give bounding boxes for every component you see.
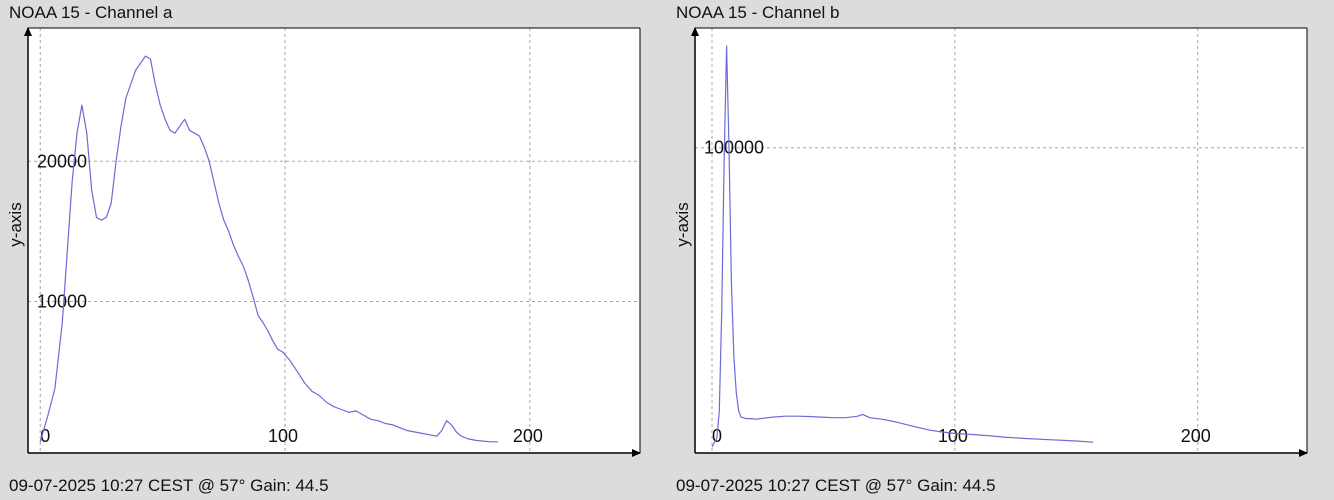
chart-title-b: NOAA 15 - Channel b: [676, 3, 840, 22]
x-tick-label: 0: [40, 426, 50, 446]
y-axis-arrow: [691, 27, 699, 36]
chart-title-a: NOAA 15 - Channel a: [9, 3, 173, 22]
chart-panel-b: NOAA 15 - Channel b 0 100 200 100000 y-axis …: [667, 0, 1334, 500]
plot-area: [695, 28, 1307, 453]
y-axis-label: y-axis: [6, 202, 25, 246]
x-axis-arrow: [1299, 449, 1308, 457]
x-tick-label: 200: [1181, 426, 1211, 446]
series-line: [39, 55, 498, 443]
capture-info-b: 09-07-2025 10:27 CEST @ 57° Gain: 44.5: [676, 476, 996, 495]
plot-area: [28, 28, 640, 453]
histogram-chart-a: 0 100 200 10000 20000 y-axis: [6, 27, 641, 457]
capture-info-a: 09-07-2025 10:27 CEST @ 57° Gain: 44.5: [9, 476, 329, 495]
y-tick-label: 100000: [704, 138, 764, 158]
y-tick-label: 20000: [37, 151, 87, 171]
y-axis-label: y-axis: [673, 202, 692, 246]
x-tick-label: 200: [513, 426, 543, 446]
series-line: [711, 45, 1094, 448]
x-tick-label: 100: [268, 426, 298, 446]
x-axis-arrow: [632, 449, 641, 457]
y-axis-arrow: [24, 27, 32, 36]
y-tick-label: 10000: [37, 292, 87, 312]
x-tick-label: 100: [938, 426, 968, 446]
chart-panel-a: NOAA 15 - Channel a 0 100 200 10000 20000 y-a…: [6, 3, 641, 495]
